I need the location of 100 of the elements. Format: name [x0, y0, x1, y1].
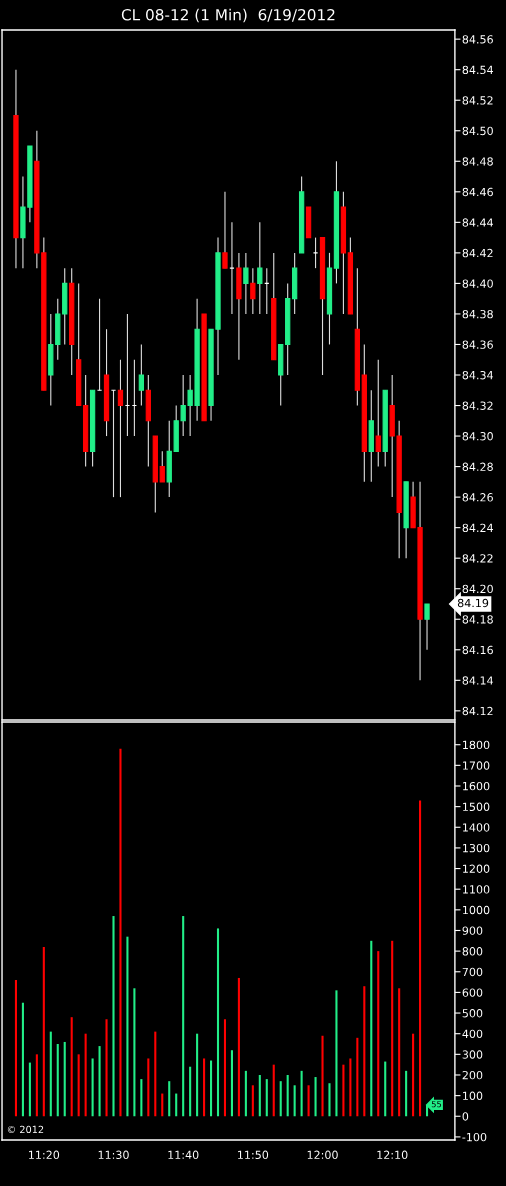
bar [342, 1064, 345, 1117]
y-tick-label: 1200 [463, 864, 490, 873]
bar [133, 988, 136, 1117]
bar [196, 1033, 199, 1117]
bar [84, 1033, 87, 1117]
y-tick-label: 84.32 [462, 401, 493, 410]
y-tick-label: 84.20 [462, 584, 493, 594]
y-tick-label: 700 [462, 967, 483, 977]
bar [147, 1058, 150, 1117]
bar [210, 1060, 213, 1117]
y-tick-label: 84.12 [462, 706, 493, 716]
y-tick-label: 84.28 [462, 462, 493, 471]
x-tick-label: 11:40 [168, 1150, 199, 1160]
bar [223, 1019, 227, 1117]
bar [398, 988, 401, 1117]
annotation: 55 [431, 1101, 442, 1108]
bar [175, 1093, 178, 1117]
annotation: © 2012 [7, 1125, 44, 1134]
y-tick-label: 1300 [463, 843, 490, 853]
bar [168, 1081, 171, 1117]
bar [140, 1079, 143, 1117]
bar [70, 1017, 73, 1117]
bar [293, 1085, 296, 1117]
y-tick-label: 84.22 [462, 554, 493, 563]
bar [286, 1074, 289, 1117]
candlestick [375, 359, 381, 468]
bar [63, 1041, 66, 1117]
y-tick-label: 84.42 [462, 248, 493, 258]
x-tick-label: 11:50 [238, 1150, 269, 1160]
y-tick-label: 900 [462, 926, 483, 935]
y-tick-label: 84.24 [462, 523, 494, 533]
candlestick [243, 252, 249, 315]
bar [272, 1064, 275, 1117]
bar [154, 1031, 157, 1117]
y-tick-label: 300 [462, 1050, 483, 1059]
bar [98, 1046, 101, 1117]
bar [126, 936, 129, 1117]
y-tick-label: 84.54 [462, 65, 494, 75]
x-tick-label: 11:30 [98, 1150, 129, 1160]
bar [328, 1083, 331, 1117]
bar [91, 1058, 94, 1117]
y-tick-label: 600 [462, 988, 483, 997]
y-tick-label: 84.52 [462, 96, 493, 105]
candlestick [222, 191, 228, 269]
bar [419, 800, 422, 1117]
y-tick-label: 800 [462, 947, 483, 956]
x-tick-label: 12:00 [307, 1150, 338, 1160]
y-tick-label: 500 [462, 1009, 483, 1018]
bar [391, 940, 394, 1117]
annotation: 84.19 [457, 598, 489, 608]
y-tick-label: 84.30 [462, 432, 493, 441]
bar [49, 1031, 52, 1117]
bar [119, 748, 122, 1117]
bar [112, 916, 115, 1117]
bar [356, 1037, 359, 1117]
bar [251, 1085, 254, 1117]
y-tick-label: 1700 [463, 761, 490, 770]
bar [300, 1070, 303, 1117]
y-tick-label: 84.34 [462, 370, 494, 380]
y-tick-label: 1000 [463, 905, 490, 915]
x-tick-label: 11:20 [29, 1150, 60, 1160]
y-tick-label: 0 [462, 1112, 469, 1121]
candlestick [312, 237, 319, 269]
bar [189, 1066, 192, 1117]
bar [363, 986, 366, 1117]
y-tick-label: 100 [463, 1091, 483, 1100]
bar [230, 1050, 233, 1117]
y-tick-label: 84.56 [462, 35, 493, 44]
bar [28, 1062, 31, 1117]
chart-title: CL 08-12 (1 Min) 6/19/2012 [121, 8, 335, 23]
y-tick-label: 84.50 [462, 126, 493, 136]
bar [182, 916, 185, 1117]
y-tick-label: 84.40 [462, 279, 493, 288]
bar [244, 1070, 247, 1117]
y-tick-label: 84.26 [462, 493, 493, 502]
candlestick [159, 450, 165, 483]
y-tick-label: -100 [462, 1132, 487, 1142]
y-tick-label: 200 [462, 1070, 483, 1080]
bar [56, 1044, 59, 1117]
y-tick-label: 84.48 [462, 157, 493, 166]
y-tick-label: 1800 [463, 740, 490, 750]
y-tick-label: 84.18 [462, 615, 493, 624]
x-tick-label: 12:10 [377, 1150, 408, 1160]
y-tick-label: 84.36 [462, 340, 493, 349]
y-tick-label: 84.38 [462, 309, 493, 319]
bar [77, 1054, 80, 1117]
y-tick-label: 400 [462, 1029, 483, 1039]
bar [203, 1058, 206, 1117]
bar [265, 1079, 268, 1117]
bar [279, 1081, 282, 1117]
bar [335, 990, 338, 1117]
y-tick-label: 1400 [463, 823, 490, 832]
bar [216, 928, 220, 1117]
bar [377, 951, 380, 1117]
y-tick-label: 1500 [463, 802, 490, 812]
bar [314, 1077, 317, 1117]
bar [161, 1093, 164, 1117]
candlestick [250, 267, 256, 315]
y-tick-label: 84.46 [462, 187, 493, 197]
bar [412, 1033, 415, 1117]
